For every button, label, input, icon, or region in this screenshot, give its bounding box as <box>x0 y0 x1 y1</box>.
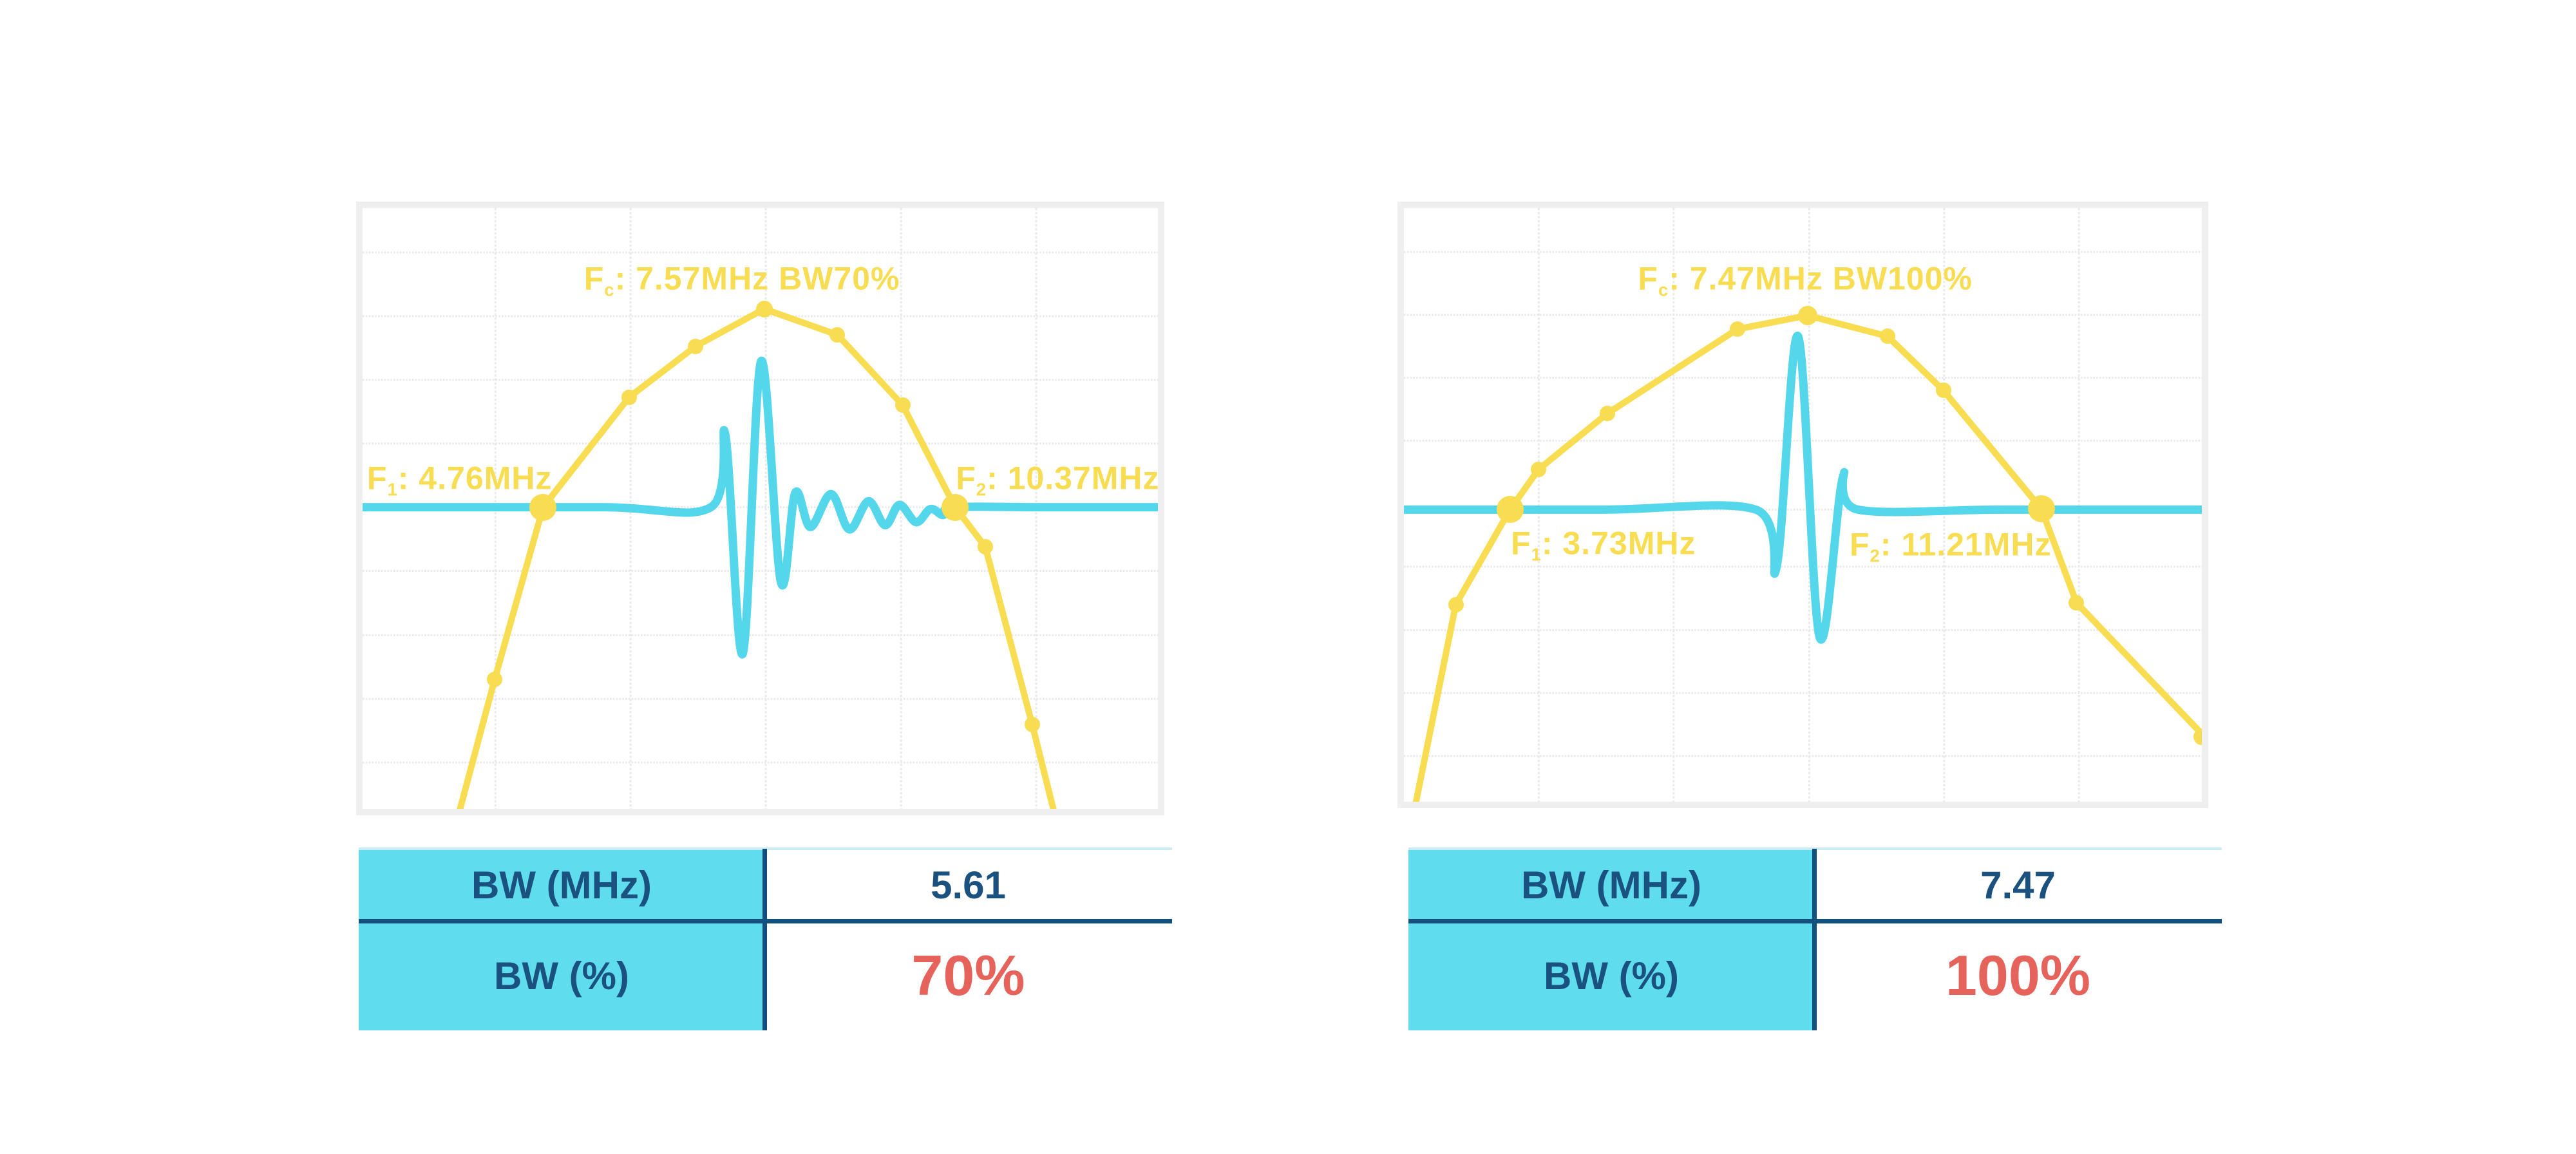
data-point-marker <box>942 493 969 521</box>
table-column-divider <box>1812 849 1817 1030</box>
data-point-marker <box>1599 406 1615 421</box>
data-point-marker <box>2193 728 2202 745</box>
data-point-marker <box>895 397 911 413</box>
bw-pct-value: 100% <box>1814 921 2222 1030</box>
data-point-marker <box>1797 305 1817 325</box>
data-point-marker <box>755 300 773 317</box>
data-point-marker <box>1879 328 1895 345</box>
data-point-marker <box>829 326 846 343</box>
data-point-marker <box>621 389 637 405</box>
bw-mhz-header: BW (MHz) <box>1408 849 1814 921</box>
data-point-marker <box>1935 383 1951 399</box>
bw-pct-header: BW (%) <box>359 921 764 1030</box>
table-row-divider <box>1408 919 2222 923</box>
pulse-curve <box>1404 336 2202 639</box>
fc-label: Fc: 7.47MHz BW100% <box>1638 260 1973 299</box>
bw-pct-value: 70% <box>764 921 1172 1030</box>
bw-table-left: BW (MHz) 5.61 BW (%) 70% <box>359 847 1172 1030</box>
data-point-marker <box>1496 496 1524 524</box>
f2-label: F2: 11.21MHz <box>1849 526 2052 565</box>
f2-label: F2: 10.37MHz <box>956 460 1160 500</box>
plot-canvas <box>1404 208 2202 802</box>
data-point-marker <box>2069 595 2085 611</box>
chart-bw100: Fc: 7.47MHz BW100% F1: 3.73MHz F2: 11.21MH… <box>1397 202 2208 808</box>
data-point-marker <box>487 672 502 688</box>
data-point-marker <box>1531 461 1547 477</box>
data-point-marker <box>529 493 557 521</box>
spectrum-curve <box>459 309 1054 809</box>
bw-mhz-value: 5.61 <box>764 849 1172 921</box>
chart-bw70: Fc: 7.57MHz BW70% F1: 4.76MHz F2: 10.37MHz <box>356 202 1164 815</box>
table-column-divider <box>762 849 767 1030</box>
data-point-marker <box>1024 717 1040 733</box>
data-point-marker <box>688 338 704 354</box>
bw-pct-header: BW (%) <box>1408 921 1814 1030</box>
bw-mhz-header: BW (MHz) <box>359 849 764 921</box>
fc-label: Fc: 7.57MHz BW70% <box>583 260 900 300</box>
f1-label: F1: 3.73MHz <box>1511 525 1696 565</box>
data-point-marker <box>1448 596 1464 612</box>
table-row-divider <box>359 919 1172 923</box>
bw-mhz-value: 7.47 <box>1814 849 2222 921</box>
spectrum-curve <box>1415 316 2202 802</box>
data-point-marker <box>2027 495 2055 523</box>
f1-label: F1: 4.76MHz <box>366 460 553 500</box>
plot-canvas <box>363 208 1158 809</box>
data-point-marker <box>1729 321 1745 337</box>
bw-table-right: BW (MHz) 7.47 BW (%) 100% <box>1408 847 2222 1030</box>
data-point-marker <box>978 539 993 555</box>
pulse-curve <box>363 361 1158 654</box>
